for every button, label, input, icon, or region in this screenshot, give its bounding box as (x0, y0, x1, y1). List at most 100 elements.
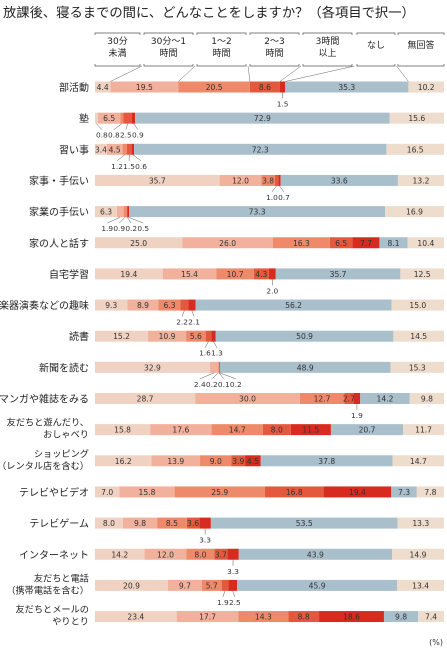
chart-title: 放課後、寝るまでの間に、どんなことをしますか？（各項目で択一） (3, 6, 415, 21)
row-label: やりとり (52, 617, 89, 628)
legend-box-top-5 (356, 32, 396, 35)
bar-segment (238, 611, 289, 623)
data-label: 19.5 (136, 83, 153, 92)
data-label-below: 1.5 (277, 100, 289, 109)
bar-segment (391, 486, 417, 498)
bar-segment (219, 361, 220, 373)
data-label: 6.3 (163, 301, 175, 310)
legend-label: 未満 (108, 47, 126, 59)
bar-segment (119, 486, 175, 498)
bar-segment (95, 455, 152, 467)
bar-segment (219, 174, 262, 186)
data-label: 14.7 (410, 457, 427, 466)
data-label: 15.4 (181, 270, 198, 279)
row-label: 家業の手伝い (29, 206, 89, 219)
data-label-leader (211, 372, 219, 380)
data-label-leader (107, 216, 121, 224)
data-label-below: 2.2 (176, 318, 188, 327)
legend-label: 無回答 (407, 39, 434, 51)
data-label: 3.9 (232, 457, 244, 466)
bar-segment (408, 81, 444, 93)
data-label: 15.0 (409, 301, 426, 310)
bar-segment (211, 330, 216, 342)
bar-segment (201, 579, 222, 591)
data-label: 7.8 (424, 488, 436, 497)
data-label-leader (279, 185, 285, 193)
data-label: 8.9 (137, 301, 149, 310)
data-label: 43.9 (307, 550, 324, 559)
bar-segment (106, 143, 123, 155)
data-label: 16.3 (293, 239, 310, 248)
bar-segment (151, 455, 201, 467)
bar-segment (186, 548, 215, 560)
data-label: 35.3 (338, 83, 355, 92)
legend-label: 以上 (318, 48, 336, 59)
legend-box-bottom-6 (397, 64, 445, 67)
bar-segment (275, 268, 401, 280)
data-label: 10.7 (227, 270, 244, 279)
data-label: 14.2 (377, 395, 394, 404)
bar-segment (397, 174, 444, 186)
legend-box-bottom-1 (143, 64, 194, 67)
data-label: 6.5 (335, 239, 347, 248)
data-label-leader (181, 310, 185, 317)
data-label: 4.4 (97, 83, 109, 92)
data-label-leader (125, 123, 128, 130)
bar-segment (122, 143, 127, 155)
bar-segment (403, 424, 444, 436)
bar-segment (131, 143, 135, 155)
bar-segment (95, 330, 149, 342)
bar-segment (392, 455, 444, 467)
data-label: 5.6 (190, 332, 202, 341)
bar-segment (95, 143, 107, 155)
row-label: 楽器演奏などの趣味 (0, 299, 89, 312)
data-label: 15.3 (409, 363, 426, 372)
bar-segment (127, 299, 159, 311)
bar-segment (221, 579, 229, 591)
bar-segment (199, 517, 211, 529)
data-label-below: 0.9 (113, 224, 125, 233)
row-label: （レンタル店を含む） (0, 460, 89, 472)
bar-segment (393, 330, 444, 342)
data-label-leader (128, 216, 144, 224)
bar-segment (227, 548, 239, 560)
row-label: おしゃべり (43, 430, 89, 441)
bar-segment (249, 81, 280, 93)
bar-segment (200, 455, 232, 467)
row-label: 読書 (69, 330, 89, 343)
legend-box-top-1 (143, 32, 194, 35)
data-label: 8.8 (298, 613, 310, 622)
bar-segment (186, 517, 200, 529)
data-label: 3.6 (187, 519, 199, 528)
data-label-below: 2.0 (266, 286, 278, 295)
bar-segment (385, 206, 444, 218)
bar-segment (211, 424, 263, 436)
row-label: 友だちとメールの (16, 604, 90, 616)
data-label: 12.0 (232, 176, 249, 185)
data-label: 19.4 (120, 270, 137, 279)
legend-label: 30分～1 (151, 36, 186, 47)
data-label: 3.4 (95, 145, 107, 154)
bar-segment (210, 517, 398, 529)
data-label: 3.8 (262, 176, 274, 185)
bar-segment (397, 517, 444, 529)
bar-segment (400, 268, 444, 280)
bar-segment (389, 112, 444, 124)
legend-box-bottom-5 (356, 64, 396, 67)
data-label: 2.7 (343, 395, 355, 404)
bar-segment (238, 548, 392, 560)
legend-box-bottom-4 (302, 64, 353, 67)
bar-segment (126, 206, 128, 218)
bar-segment (126, 143, 132, 155)
data-label: 48.9 (297, 363, 314, 372)
legend-leader-line (178, 65, 196, 82)
bar-segment (231, 455, 246, 467)
data-label: 35.7 (330, 270, 347, 279)
data-label-leader (119, 216, 126, 224)
data-label-leader (222, 590, 226, 597)
data-label: 10.2 (418, 83, 435, 92)
bar-segment (95, 268, 163, 280)
bar-segment (131, 112, 136, 124)
